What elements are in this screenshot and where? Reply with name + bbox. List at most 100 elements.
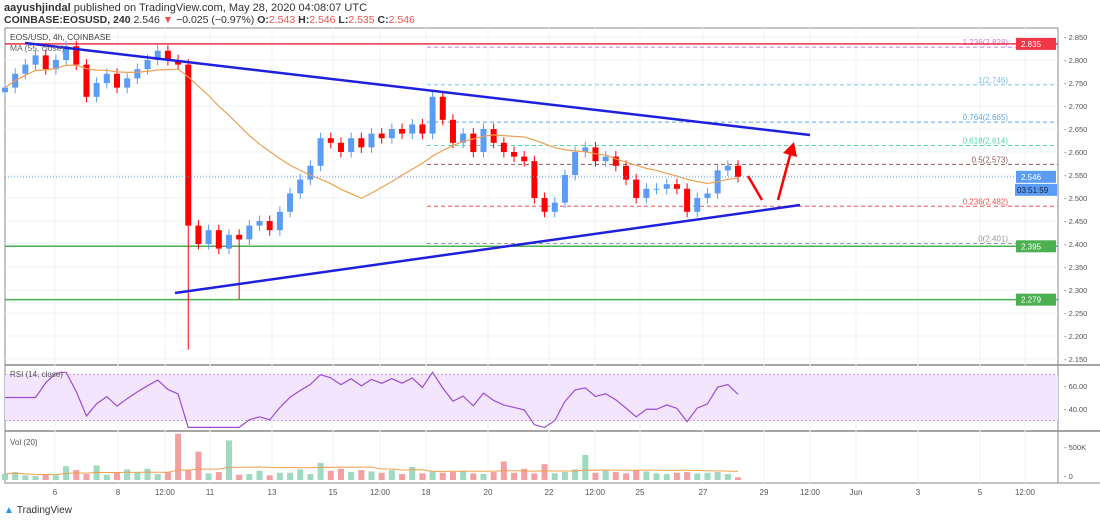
candle (256, 221, 263, 226)
price-badge-label: 2.395 (1021, 242, 1042, 251)
price-tick: - 2.750 (1064, 79, 1087, 88)
candle (643, 188, 650, 198)
candle (22, 64, 29, 74)
volume-bar (602, 470, 609, 480)
volume-bar (612, 472, 619, 480)
price-badge-label: 2.279 (1021, 296, 1042, 305)
candle (195, 225, 202, 244)
open-value: 2.543 (268, 14, 296, 26)
volume-bar (246, 474, 253, 480)
rsi-line (5, 371, 739, 429)
indicator-label: MA (55, close) (10, 43, 64, 53)
time-tick: 8 (116, 488, 121, 497)
down-arrow-annotation (746, 175, 764, 201)
time-tick: 6 (53, 488, 58, 497)
volume-bar (470, 473, 477, 480)
author[interactable]: aayushjindal (4, 2, 71, 14)
candle (358, 138, 365, 148)
time-tick: 18 (422, 488, 431, 497)
volume-bar (12, 472, 19, 480)
candle (684, 188, 691, 212)
candle (287, 193, 294, 212)
up-arrow-head-icon (783, 142, 797, 157)
candle (154, 50, 161, 60)
volume-bar (297, 469, 304, 480)
time-tick: 27 (699, 488, 708, 497)
candle (113, 73, 120, 88)
fib-label: 0(2.401) (978, 235, 1008, 244)
candle (266, 221, 273, 231)
candle (337, 142, 344, 152)
time-tick: 12:00 (155, 488, 176, 497)
up-arrow-annotation (776, 147, 794, 201)
volume-bar (399, 474, 406, 480)
volume-bar (460, 470, 467, 480)
volume-bar (480, 474, 487, 480)
volume-bar (643, 471, 650, 480)
volume-bar (368, 471, 375, 480)
volume-bar (572, 469, 579, 480)
candle (185, 64, 192, 226)
volume-bar (724, 474, 731, 480)
volume-bar (531, 473, 538, 480)
price-tick: - 2.400 (1064, 240, 1087, 249)
candle (551, 202, 558, 212)
volume-bar (144, 468, 151, 480)
descending-trendline (24, 41, 811, 137)
fib-label: 1(2.746) (978, 76, 1008, 85)
candle (276, 211, 283, 231)
candle (236, 234, 243, 240)
price-tick: - 2.550 (1064, 171, 1087, 180)
candle (42, 55, 49, 70)
volume-bar (663, 474, 670, 480)
volume-bar (551, 473, 558, 480)
candle (246, 225, 253, 240)
volume-bar (175, 433, 182, 480)
time-tick: 20 (484, 488, 493, 497)
price-tick: - 2.850 (1064, 33, 1087, 42)
candle (63, 46, 70, 60)
candle (124, 78, 131, 88)
candle (83, 64, 90, 97)
candle (52, 60, 59, 70)
time-tick: 3 (916, 488, 921, 497)
candle (521, 156, 528, 162)
candle (93, 83, 100, 97)
c-label: C: (377, 14, 389, 26)
candle (612, 156, 619, 166)
volume-bar (714, 472, 721, 480)
volume-bar (704, 472, 711, 480)
volume-bar (694, 473, 701, 480)
volume-bar (633, 470, 640, 480)
candle (704, 193, 711, 198)
candle (531, 161, 538, 198)
candle (399, 129, 406, 134)
moving-average-line (4, 64, 739, 199)
candle (134, 69, 141, 79)
rsi-label: RSI (14, close) (10, 370, 63, 379)
h-label: H: (298, 14, 310, 26)
volume-bar (541, 464, 548, 480)
current-price-label: 2.546 (1021, 173, 1042, 182)
volume-bar (266, 475, 273, 480)
time-tick: 12:00 (370, 488, 391, 497)
ascending-trendline (174, 203, 801, 295)
price-tick: - 2.800 (1064, 56, 1087, 65)
high-value: 2.546 (309, 14, 336, 26)
low-value: 2.535 (348, 14, 375, 26)
volume-bar (276, 472, 283, 480)
price-tick: - 2.250 (1064, 309, 1087, 318)
volume-bar (103, 474, 110, 480)
volume-bar (154, 474, 161, 480)
candle (103, 73, 110, 83)
current-price-badge (1016, 170, 1056, 183)
volume-bar (124, 469, 131, 480)
volume-bar (215, 472, 222, 480)
time-tick: Jun (850, 488, 863, 497)
volume-bar (225, 440, 232, 480)
candle (419, 124, 426, 134)
price-tick: - 2.600 (1064, 148, 1087, 157)
o-label: O: (257, 14, 269, 26)
time-tick: 12:00 (800, 488, 821, 497)
